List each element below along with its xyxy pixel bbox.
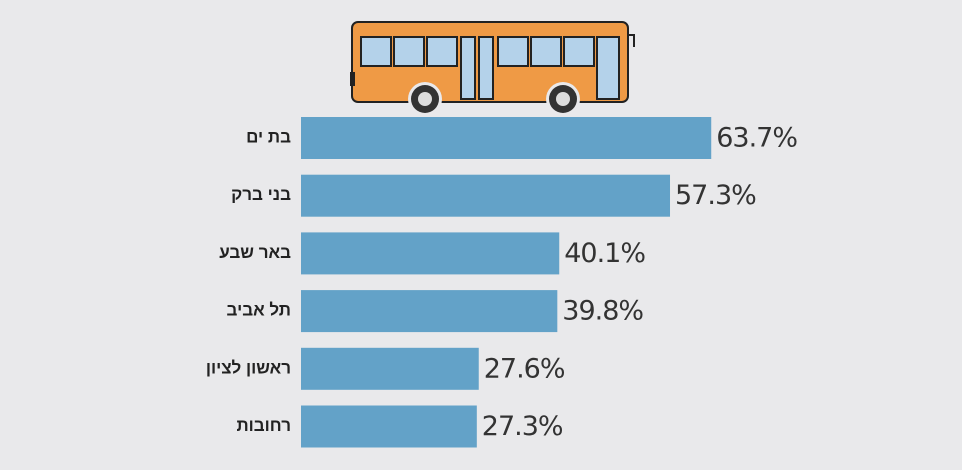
category-label: באר שבע bbox=[219, 243, 291, 262]
bar bbox=[301, 232, 560, 275]
category-label: בת ים bbox=[246, 127, 291, 146]
bus-illustration bbox=[350, 21, 635, 116]
bar bbox=[301, 174, 671, 217]
value-label: 27.6% bbox=[484, 353, 565, 384]
category-label: ראשון לציון bbox=[206, 358, 291, 377]
value-label: 63.7% bbox=[716, 123, 797, 154]
category-label: רחובות bbox=[236, 416, 291, 435]
bar bbox=[301, 405, 477, 448]
bar bbox=[301, 117, 712, 159]
category-label: בני ברק bbox=[231, 185, 291, 204]
bar bbox=[301, 347, 479, 390]
bar bbox=[301, 290, 558, 333]
value-label: 39.8% bbox=[562, 296, 643, 327]
value-label: 57.3% bbox=[675, 180, 756, 211]
value-label: 40.1% bbox=[564, 238, 645, 269]
category-label: תל אביב bbox=[227, 301, 291, 320]
value-label: 27.3% bbox=[482, 411, 563, 442]
